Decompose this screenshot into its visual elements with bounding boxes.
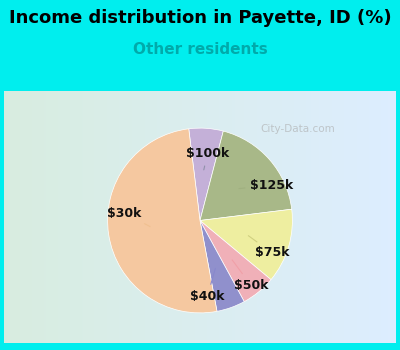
Text: $75k: $75k bbox=[248, 236, 289, 259]
Wedge shape bbox=[189, 128, 223, 220]
Text: Other residents: Other residents bbox=[133, 42, 267, 57]
Text: $50k: $50k bbox=[232, 260, 268, 292]
Text: Income distribution in Payette, ID (%): Income distribution in Payette, ID (%) bbox=[9, 9, 391, 27]
Text: $100k: $100k bbox=[186, 147, 229, 170]
Text: $125k: $125k bbox=[239, 179, 294, 192]
Wedge shape bbox=[200, 220, 271, 302]
Text: $40k: $40k bbox=[190, 268, 225, 303]
Text: $30k: $30k bbox=[107, 206, 150, 226]
Wedge shape bbox=[200, 209, 292, 280]
Wedge shape bbox=[108, 129, 217, 313]
Wedge shape bbox=[200, 220, 244, 311]
Wedge shape bbox=[200, 131, 292, 220]
Text: City-Data.com: City-Data.com bbox=[261, 124, 335, 134]
